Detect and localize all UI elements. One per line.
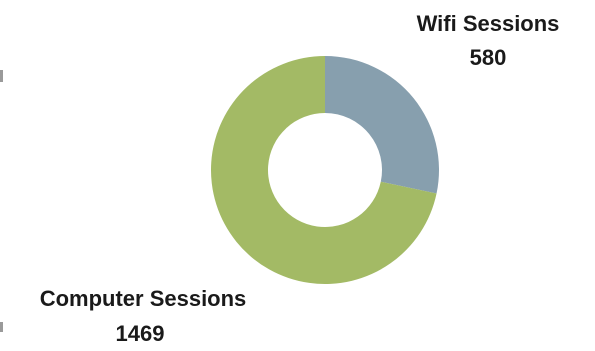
edge-artifact: [0, 70, 3, 82]
slice-wifi-sessions: [325, 56, 439, 194]
wifi-sessions-value: 580: [470, 45, 507, 70]
edge-artifact: [0, 322, 3, 332]
computer-sessions-value: 1469: [116, 321, 165, 346]
slice-computer-sessions: [210, 56, 437, 284]
slices-group: [210, 56, 439, 284]
computer-sessions-label: Computer Sessions: [40, 286, 247, 311]
wifi-sessions-label: Wifi Sessions: [417, 11, 560, 36]
